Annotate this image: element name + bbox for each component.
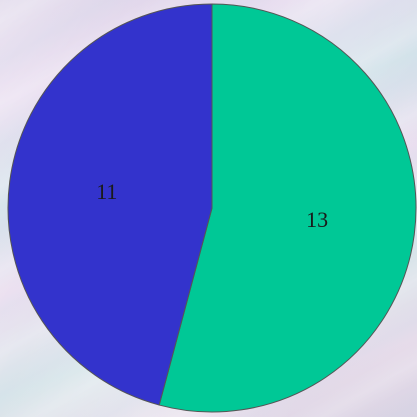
pie-slices <box>7 3 417 413</box>
pie-slice-label: 11 <box>96 179 117 204</box>
pie-labels: 13 11 <box>96 179 328 232</box>
pie-slice-label: 13 <box>306 207 328 232</box>
pie-slice-11 <box>7 3 213 406</box>
pie-slice-13 <box>158 3 417 413</box>
